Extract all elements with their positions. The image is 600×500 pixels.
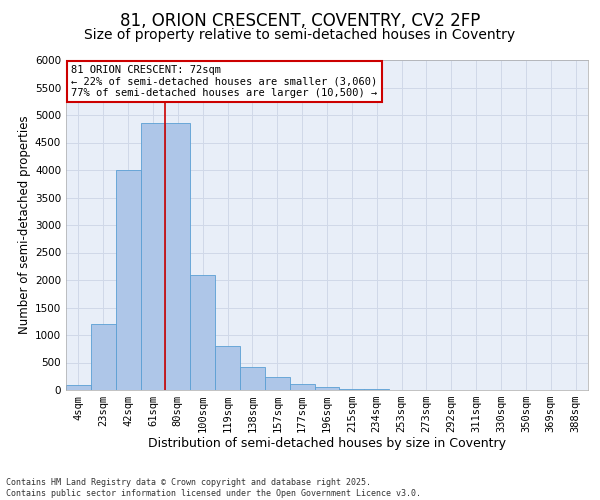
Bar	[116, 170, 140, 390]
Bar	[215, 346, 240, 390]
Bar	[140, 123, 166, 390]
Bar	[66, 384, 91, 390]
Text: 81, ORION CRESCENT, COVENTRY, CV2 2FP: 81, ORION CRESCENT, COVENTRY, CV2 2FP	[120, 12, 480, 30]
Text: Contains HM Land Registry data © Crown copyright and database right 2025.
Contai: Contains HM Land Registry data © Crown c…	[6, 478, 421, 498]
Text: 81 ORION CRESCENT: 72sqm
← 22% of semi-detached houses are smaller (3,060)
77% o: 81 ORION CRESCENT: 72sqm ← 22% of semi-d…	[71, 65, 377, 98]
Bar	[166, 123, 190, 390]
Y-axis label: Number of semi-detached properties: Number of semi-detached properties	[18, 116, 31, 334]
Text: Size of property relative to semi-detached houses in Coventry: Size of property relative to semi-detach…	[85, 28, 515, 42]
Bar	[290, 384, 314, 390]
Bar	[190, 274, 215, 390]
Bar	[340, 389, 364, 390]
Bar	[91, 324, 116, 390]
X-axis label: Distribution of semi-detached houses by size in Coventry: Distribution of semi-detached houses by …	[148, 436, 506, 450]
Bar	[240, 367, 265, 390]
Bar	[265, 377, 290, 390]
Bar	[314, 386, 340, 390]
